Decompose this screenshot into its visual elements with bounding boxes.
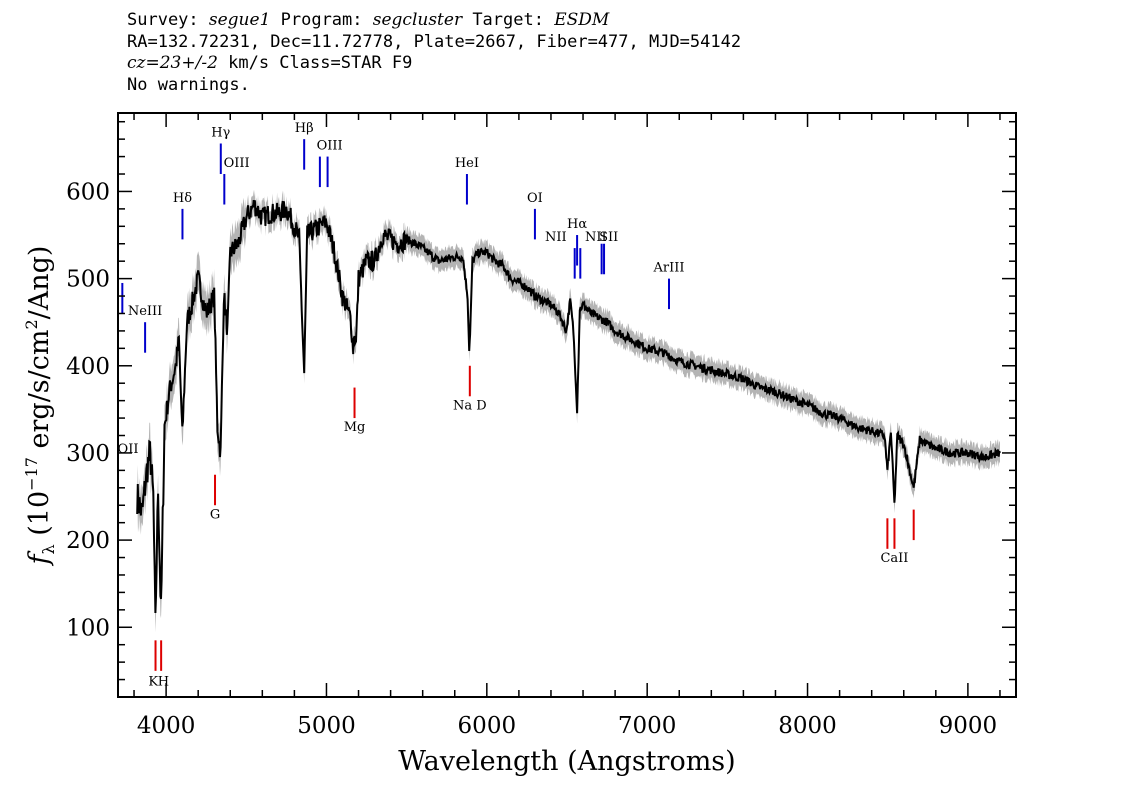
spectral-line-label: HeI [455,156,479,171]
spectral-line-label: K [148,675,158,690]
spectral-line-label: SII [599,230,618,245]
program-label: Program: [270,10,373,30]
axis-ticks [118,113,1016,697]
spectral-line-label: H [158,675,169,690]
spectral-line-label: Hβ [295,121,314,136]
spectral-line-label: NII [585,230,607,245]
x-axis-title: Wavelength (Angstroms) [398,746,735,777]
flux-error-band [137,189,1000,633]
spectral-line-label: ArIII [652,261,684,276]
spectral-line-label: Mg [344,420,366,435]
x-tick-label: 7000 [618,713,677,739]
header-line-warnings: No warnings. [127,74,250,95]
spectral-line-label: NII [545,230,567,245]
spectrum-layer [136,200,1001,614]
x-tick-label: 4000 [137,713,196,739]
survey-label: Survey: [127,10,209,30]
x-tick-label: 5000 [297,713,356,739]
y-tick-labels: 100 200 300 400 500 600 [66,179,110,641]
spectral-line-label: Na D [453,398,487,413]
spectral-line-label: OII [118,442,139,457]
class-value: km/s Class=STAR F9 [217,53,413,73]
y-tick-label: 400 [66,354,110,380]
x-tick-label: 9000 [939,713,998,739]
line-labels-layer: OIINeIIIHδHγOIIIHβOIIIHeIOINIIHαNIISIIAr… [118,121,909,689]
y-tick-label: 100 [66,615,110,641]
error-band-layer [137,189,1000,633]
x-tick-label: 8000 [778,713,837,739]
header-line-survey: Survey: segue1 Program: segcluster Targe… [127,10,741,32]
y-tick-label: 300 [66,441,110,467]
y-tick-label: 600 [66,179,110,205]
spectral-line-label: Hγ [211,126,230,141]
spectral-line-label: Hδ [173,191,192,206]
spectral-line-label: Hα [567,217,587,232]
header-line-redshift: cz=23+/-2 km/s Class=STAR F9 [127,53,741,75]
spectral-line-label: OIII [317,139,343,154]
header-line-coordinates: RA=132.72231, Dec=11.72778, Plate=2667, … [127,31,742,52]
y-axis-title: fλ (10−17 erg/s/cm2/Ang) [22,246,58,567]
spectral-line-label: G [210,507,220,522]
target-value: ESDM [554,10,610,30]
spectral-line-label: OIII [224,156,250,171]
spectral-line-label: OI [527,191,543,206]
spectral-line-label: NeIII [128,304,162,319]
x-tick-labels: 4000 5000 6000 7000 8000 9000 [137,713,997,739]
y-tick-label: 200 [66,528,110,554]
y-tick-label: 500 [66,267,110,293]
spectral-line-label: CaII [880,551,908,566]
program-value: segcluster [372,10,463,30]
x-tick-label: 6000 [458,713,517,739]
redshift-value: cz=23+/-2 [127,53,218,73]
target-label: Target: [462,10,555,30]
spectrum-header: Survey: segue1 Program: segcluster Targe… [127,10,741,96]
plot-frame [117,112,1017,698]
line-markers-layer [121,139,915,671]
flux-spectrum-line [136,200,1001,614]
survey-value: segue1 [208,10,271,30]
